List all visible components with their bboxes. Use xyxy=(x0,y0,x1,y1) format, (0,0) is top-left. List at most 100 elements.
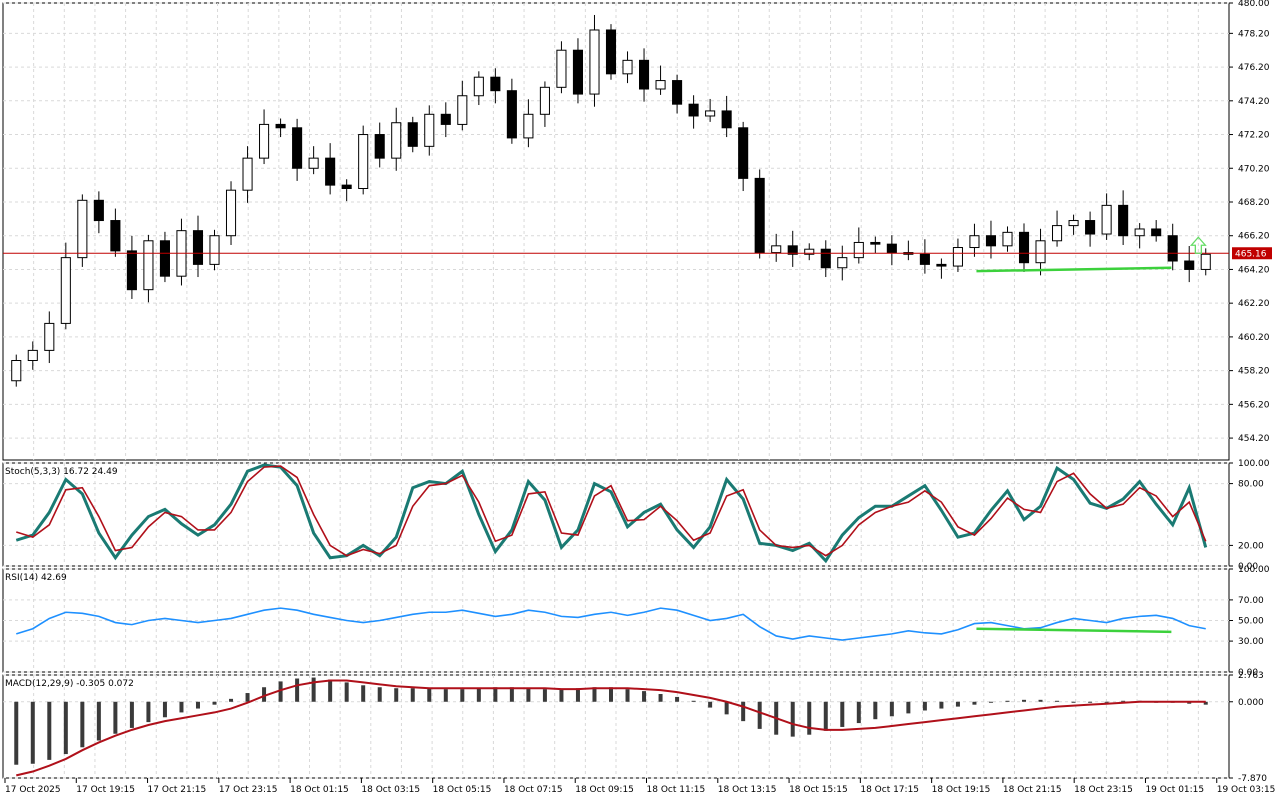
candle[interactable] xyxy=(358,134,369,189)
rsi-trendline[interactable] xyxy=(976,627,1172,634)
candle[interactable] xyxy=(886,243,897,254)
candle[interactable] xyxy=(457,95,468,125)
macd-histogram-bar xyxy=(1022,699,1027,702)
rsi-pane[interactable]: 100.00 70.00 50.00 30.00 0.00 xyxy=(2,565,1270,678)
candle[interactable] xyxy=(1151,228,1162,237)
macd-histogram-bar xyxy=(807,701,812,735)
candle[interactable] xyxy=(787,245,798,255)
macd-histogram-bar xyxy=(741,701,746,722)
macd-histogram-bar xyxy=(642,691,647,702)
price-ytick-label: 474.20 xyxy=(1238,97,1270,107)
candle[interactable] xyxy=(1200,253,1211,270)
candle[interactable] xyxy=(126,250,137,291)
candle[interactable] xyxy=(539,86,550,115)
macd-histogram-bar xyxy=(708,701,713,708)
rsi-ytick-label: 30.00 xyxy=(1238,637,1264,647)
stoch-main-line xyxy=(15,463,1208,564)
price-pane[interactable]: 480.00 478.20 476.20 474.20 472.20 470.20 468.… xyxy=(2,0,1272,461)
candle[interactable] xyxy=(1035,240,1046,264)
candle[interactable] xyxy=(523,113,534,139)
candle[interactable] xyxy=(820,248,831,269)
candle[interactable] xyxy=(969,235,980,249)
candle[interactable] xyxy=(11,360,22,382)
candle[interactable] xyxy=(754,177,765,254)
candle[interactable] xyxy=(804,248,815,255)
candle[interactable] xyxy=(60,257,71,324)
candle[interactable] xyxy=(1085,220,1096,235)
macd-histogram-bar xyxy=(195,701,200,709)
candle[interactable] xyxy=(490,76,501,92)
macd-histogram-bar xyxy=(245,693,250,702)
macd-histogram-bar xyxy=(460,689,465,702)
candle[interactable] xyxy=(407,122,418,147)
xaxis-tick-label: 18 Oct 23:15 xyxy=(1074,785,1133,795)
candle[interactable] xyxy=(1002,231,1013,247)
candle[interactable] xyxy=(391,122,402,159)
candle[interactable] xyxy=(77,199,88,259)
macd-histogram-bar xyxy=(443,689,448,702)
candle[interactable] xyxy=(1068,220,1079,227)
macd-pane[interactable]: 2.763 0.000 -7.870 xyxy=(2,671,1267,784)
candle[interactable] xyxy=(143,240,154,291)
candle[interactable] xyxy=(1118,204,1129,237)
candle[interactable] xyxy=(688,103,699,117)
candle[interactable] xyxy=(242,157,253,191)
candle[interactable] xyxy=(1052,225,1063,242)
candle[interactable] xyxy=(985,235,997,247)
candle[interactable] xyxy=(738,127,749,179)
candle[interactable] xyxy=(952,247,963,267)
candle[interactable] xyxy=(341,184,352,189)
stochastic-pane[interactable]: 100.00 80.00 20.00 0.00 xyxy=(2,459,1270,572)
candle[interactable] xyxy=(556,49,567,88)
candle[interactable] xyxy=(259,123,270,159)
candle[interactable] xyxy=(605,29,617,75)
candle[interactable] xyxy=(159,240,170,277)
stochastic-label: Stoch(5,3,3) 16.72 24.49 xyxy=(5,467,118,477)
candle[interactable] xyxy=(655,80,666,90)
candle[interactable] xyxy=(325,157,336,186)
candle[interactable] xyxy=(374,134,385,159)
candle[interactable] xyxy=(209,235,220,265)
macd-histogram-bar xyxy=(757,701,762,729)
candle[interactable] xyxy=(870,241,881,245)
candle[interactable] xyxy=(1167,235,1178,262)
candle[interactable] xyxy=(721,110,732,129)
candle[interactable] xyxy=(424,113,435,147)
candle[interactable] xyxy=(440,113,451,125)
candle[interactable] xyxy=(27,349,38,362)
candle[interactable] xyxy=(473,76,484,97)
candle[interactable] xyxy=(292,127,303,169)
candle[interactable] xyxy=(672,80,683,105)
candle[interactable] xyxy=(1184,260,1195,270)
candle[interactable] xyxy=(936,263,947,267)
macd-histogram-bar xyxy=(14,701,19,765)
macd-histogram-bar xyxy=(1088,701,1093,703)
candle[interactable] xyxy=(1018,231,1030,264)
candle[interactable] xyxy=(275,123,286,129)
candle[interactable] xyxy=(589,29,600,95)
candle[interactable] xyxy=(1101,204,1112,235)
candle[interactable] xyxy=(1134,228,1145,237)
candle[interactable] xyxy=(853,241,864,259)
candle[interactable] xyxy=(837,257,848,269)
candle[interactable] xyxy=(771,245,782,254)
candle[interactable] xyxy=(192,230,204,265)
candle[interactable] xyxy=(110,220,121,252)
macd-histogram-bar xyxy=(658,694,663,702)
candle[interactable] xyxy=(572,49,584,95)
candle[interactable] xyxy=(93,199,104,222)
candle[interactable] xyxy=(225,189,237,237)
buy-arrow-icon xyxy=(1189,236,1207,254)
candle[interactable] xyxy=(308,157,319,169)
macd-histogram-bar xyxy=(1055,700,1060,702)
macd-histogram-bar xyxy=(410,688,415,702)
support-trendline[interactable] xyxy=(976,266,1172,273)
candle[interactable] xyxy=(638,59,650,90)
macd-histogram-bar xyxy=(80,701,85,748)
candle[interactable] xyxy=(506,90,517,139)
candle[interactable] xyxy=(622,59,633,75)
candle[interactable] xyxy=(44,322,55,351)
candle[interactable] xyxy=(919,253,930,265)
candle[interactable] xyxy=(705,110,716,117)
